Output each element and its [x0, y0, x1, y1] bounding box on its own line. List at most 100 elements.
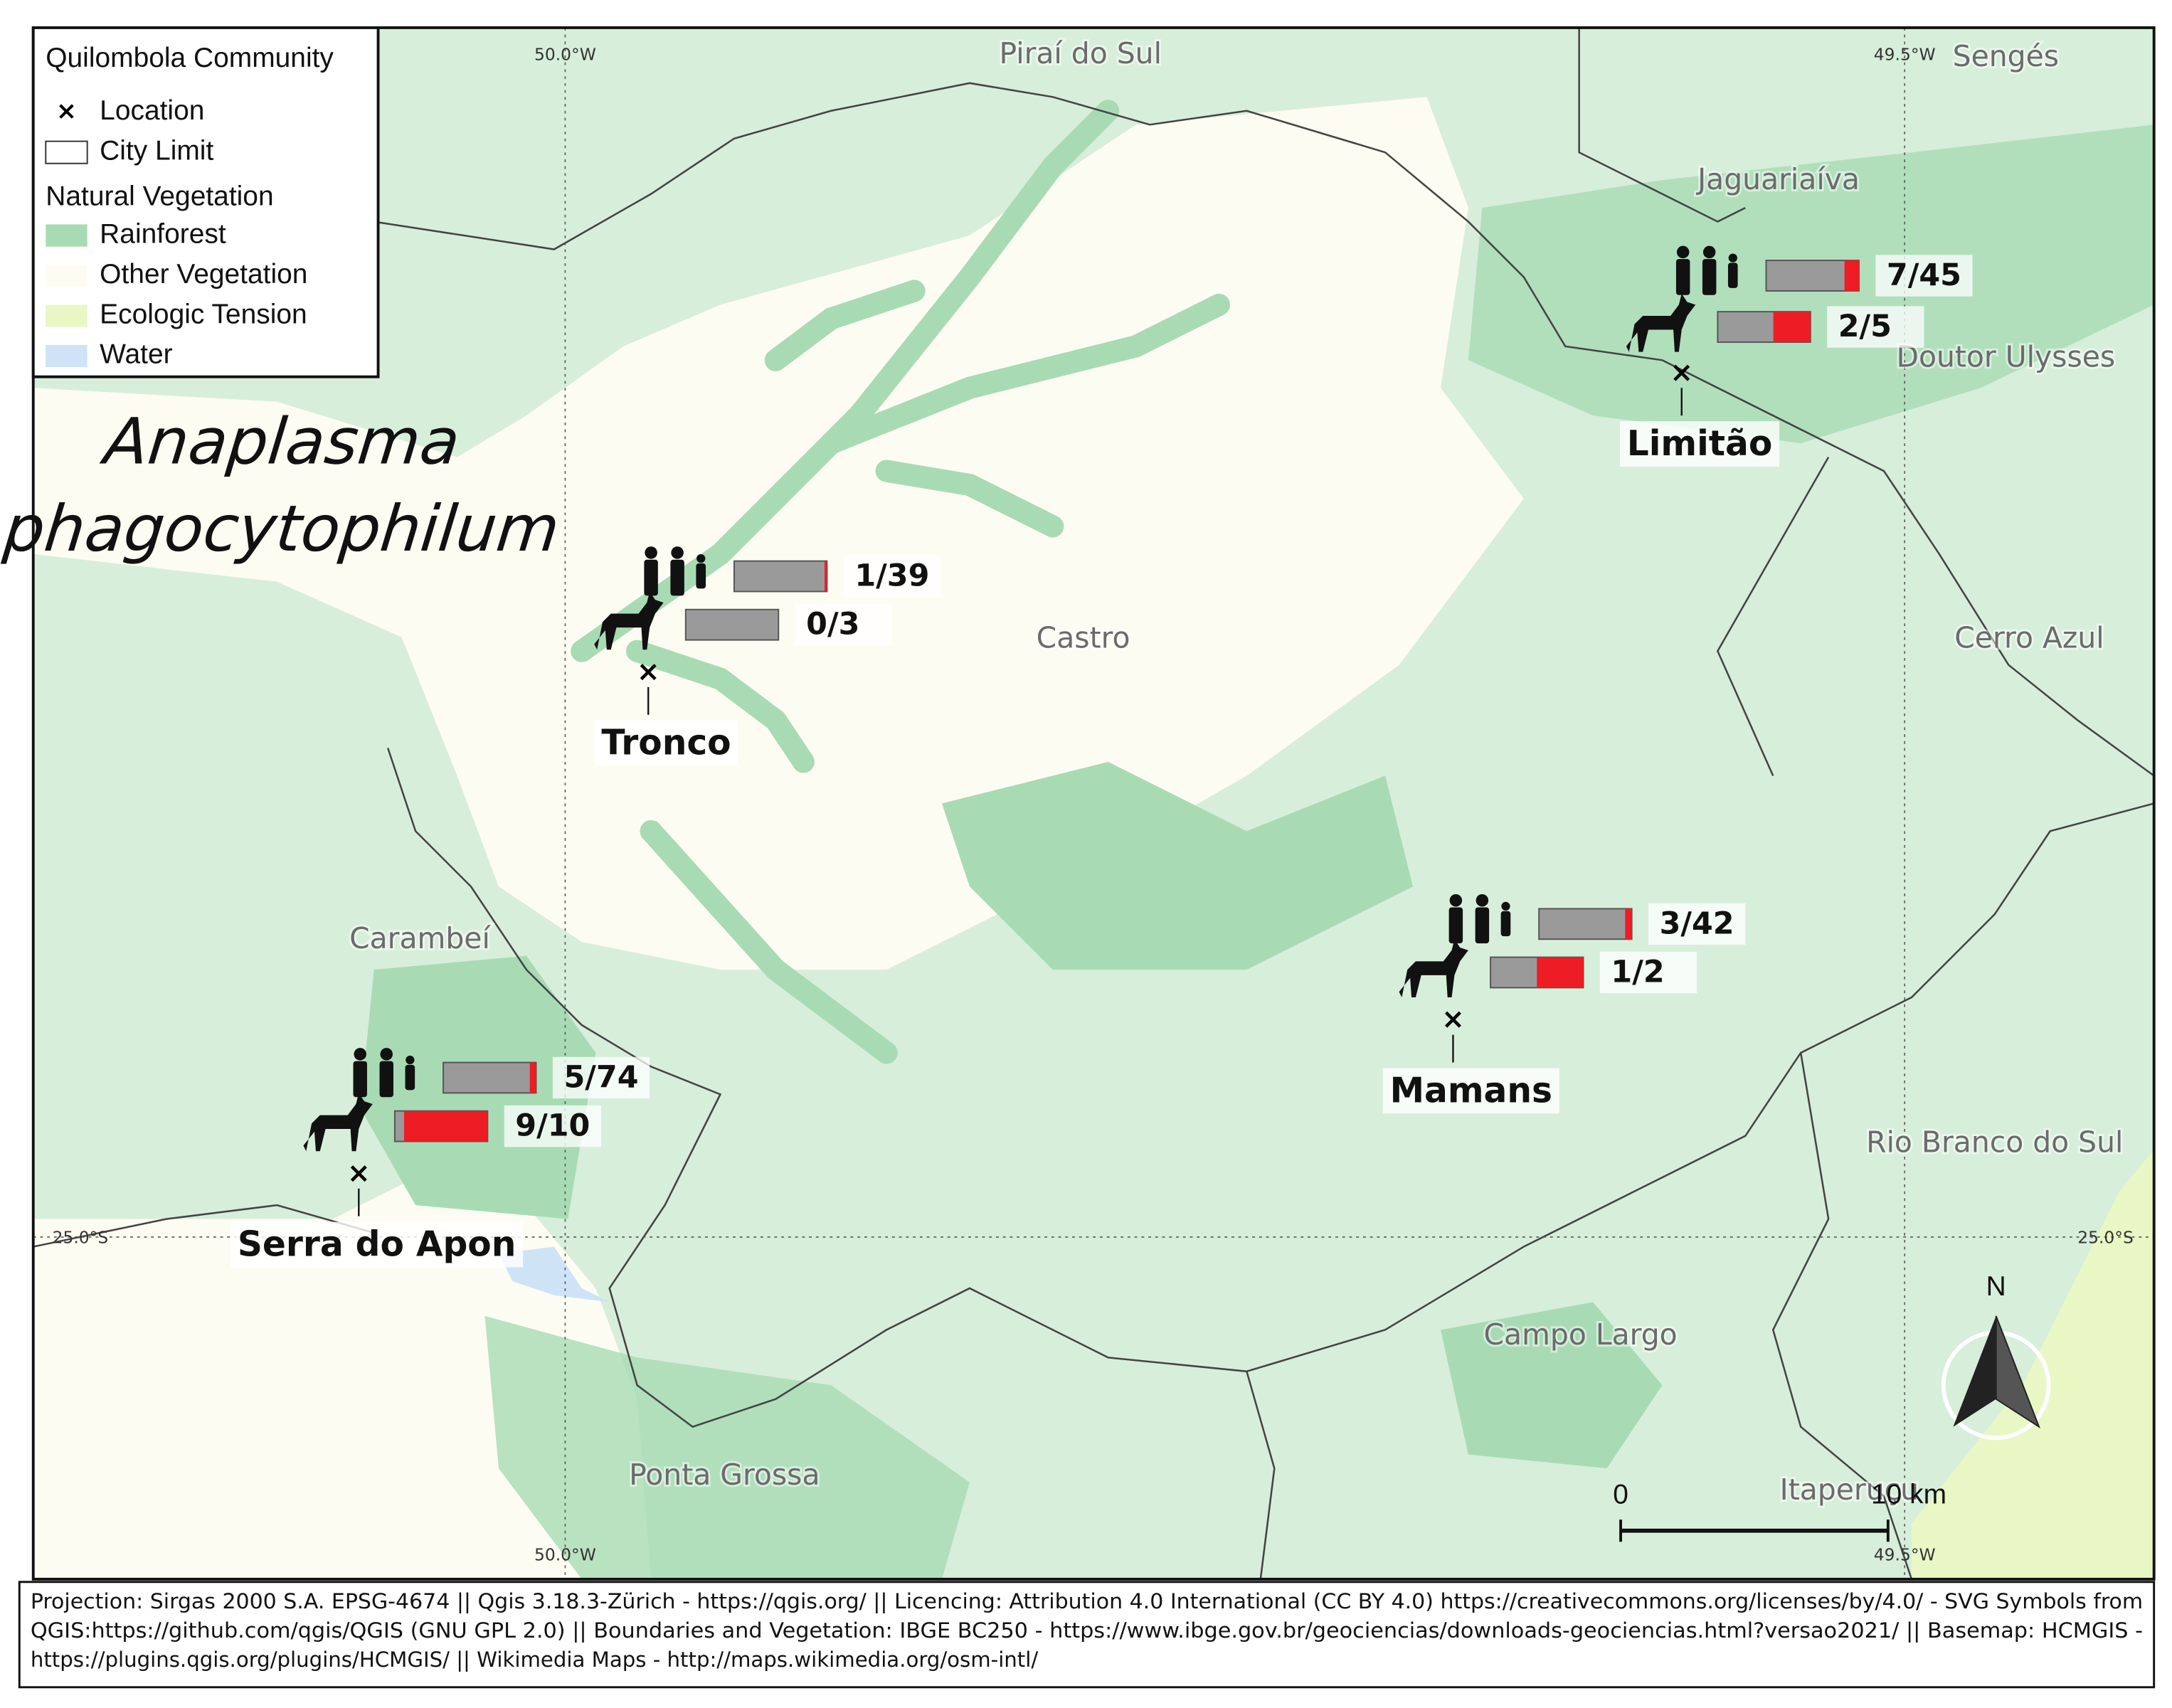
icon-head: [1476, 893, 1489, 907]
ratio-label: 7/45: [1887, 258, 1961, 293]
coordinate-label: 49.5°W: [1874, 44, 1936, 64]
city-limits: [33, 27, 2155, 1580]
city-limit: [1578, 27, 1746, 223]
icon-head: [380, 1048, 393, 1061]
human-icon: [1675, 245, 1738, 295]
bar-positive: [1625, 908, 1632, 940]
place-label: Ponta Grossa: [629, 1458, 820, 1492]
footer-box: [18, 1581, 2156, 1689]
icon-body: [1702, 259, 1717, 295]
coordinate-label: 50.0°W: [534, 1544, 596, 1564]
icon-body: [1500, 911, 1511, 937]
icon-head: [645, 546, 657, 559]
dog-icon: [1626, 293, 1696, 352]
icon-head: [406, 1055, 415, 1065]
icon-head: [354, 1048, 366, 1061]
legend-title: Quilombola Community: [46, 43, 334, 73]
coordinate-label: 50.0°W: [534, 44, 596, 64]
footer-text: QGIS:https://github.com/qgis/QGIS (GNU G…: [31, 1618, 2143, 1643]
community-name-bg: [231, 1221, 524, 1268]
location-marker: ×: [637, 656, 660, 688]
place-label: Campo Largo: [1484, 1317, 1678, 1352]
icon-body: [644, 559, 658, 596]
icon-head: [671, 546, 684, 559]
ratio-label: 1/39: [854, 558, 929, 594]
icon-head: [1702, 245, 1716, 259]
map-title: phagocytophilum: [0, 492, 563, 566]
dog-icon: [303, 1093, 373, 1152]
place-label: Doutor Ulysses: [1896, 339, 2115, 373]
location-marker: ×: [1441, 1004, 1465, 1036]
bar-total: [733, 560, 828, 593]
rainforest: [942, 762, 1414, 970]
place-label: Itaperuçu: [1780, 1473, 1919, 1507]
place-label: Cerro Azul: [1954, 621, 2104, 655]
map-title: Anaplasma: [97, 405, 463, 479]
city-limit: [374, 82, 2155, 777]
rainforest: [1440, 1302, 1663, 1469]
coordinate-label: 25.0°S: [53, 1227, 109, 1247]
icon-body: [670, 559, 684, 596]
legend-swatch: [46, 304, 88, 327]
coordinate-label: 25.0°S: [2077, 1227, 2134, 1247]
ratio-label: 1/2: [1611, 954, 1664, 990]
icon-body: [379, 1061, 393, 1098]
icon-body: [1727, 262, 1738, 288]
other-vegetation: [33, 1177, 652, 1579]
ratio-label: 3/42: [1660, 906, 1734, 941]
legend-subtitle: Natural Vegetation: [46, 181, 273, 212]
map-frame: [31, 26, 2156, 1581]
place-label: Sengés: [1953, 39, 2059, 73]
community-name-bg: [1620, 421, 1780, 467]
legend-label: Location: [100, 95, 204, 126]
human-icon: [1448, 893, 1511, 944]
icon-head: [1676, 245, 1690, 259]
human-icon: [644, 546, 706, 596]
bar-total: [1765, 260, 1860, 292]
rainforest-branch: [820, 293, 1230, 455]
community-name: Mamans: [1390, 1071, 1552, 1110]
ratio-label: 2/5: [1838, 309, 1892, 344]
bar-total: [1538, 908, 1633, 940]
place-label: Carambeí: [349, 921, 491, 955]
scale-label: 0: [1613, 1479, 1628, 1510]
bar-total: [684, 608, 780, 641]
location-marker: ×: [1670, 356, 1693, 388]
ecologic-tension: [1911, 1150, 2154, 1579]
scale-bar: [1619, 1519, 1890, 1542]
other-vegetation: [33, 97, 1524, 970]
bar-positive: [1844, 260, 1859, 291]
place-label: Piraí do Sul: [999, 36, 1161, 70]
ratio-label: 9/10: [515, 1108, 590, 1144]
city-limit: [33, 1204, 375, 1248]
community-name: Tronco: [601, 723, 731, 763]
icon-body: [696, 563, 706, 589]
icon-body: [353, 1061, 367, 1098]
north-arrow-right: [1995, 1315, 2041, 1429]
icon-body: [1475, 907, 1490, 944]
bar-positive: [403, 1110, 488, 1142]
icon-head: [1501, 901, 1510, 911]
ratio-bg: [795, 604, 892, 646]
legend-label: Other Vegetation: [100, 259, 307, 290]
bar-total: [443, 1061, 537, 1094]
ratio-bg: [1827, 306, 1924, 348]
rainforest-branch: [875, 460, 1064, 538]
footer-text: https://plugins.qgis.org/plugins/HCMGIS/…: [31, 1648, 1039, 1672]
north-arrow-left: [1953, 1315, 1996, 1427]
community-name: Serra do Apon: [238, 1225, 516, 1265]
icon-body: [1675, 259, 1690, 295]
place-label: Castro: [1037, 621, 1130, 655]
dog-icon: [594, 591, 664, 650]
ratio-label: 0/3: [806, 607, 859, 642]
ratio-bg: [1648, 903, 1746, 945]
ratio-label: 5/74: [563, 1059, 638, 1095]
legend-label: Water: [100, 339, 172, 370]
ratio-bg: [504, 1105, 602, 1147]
legend-swatch: [46, 264, 88, 287]
icon-body: [1448, 907, 1463, 944]
north-label: N: [1986, 1271, 2006, 1302]
rainforest-branch: [626, 640, 815, 773]
icon-head: [1728, 253, 1737, 262]
